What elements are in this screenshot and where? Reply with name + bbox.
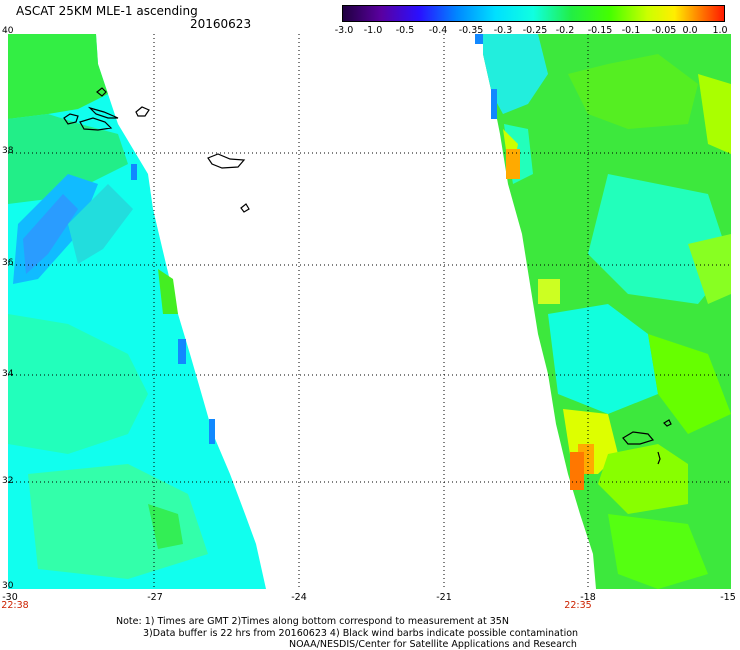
colorbar-label: -0.4 <box>428 25 448 36</box>
colorbar-label: 1.0 <box>712 25 728 36</box>
product-title: ASCAT 25KM MLE-1 ascending <box>16 4 198 18</box>
time-label-west: 22:38 <box>1 600 29 611</box>
lon-label: -15 <box>720 592 736 603</box>
colorbar-label: -1.0 <box>363 25 383 36</box>
east-swath <box>475 34 731 589</box>
lon-label: -27 <box>147 592 163 603</box>
colorbar-label: -0.3 <box>493 25 513 36</box>
west-swath <box>8 34 266 589</box>
note-line-3: NOAA/NESDIS/Center for Satellite Applica… <box>289 639 577 650</box>
colorbar-label: -0.5 <box>395 25 415 36</box>
lat-label: 38 <box>2 146 14 156</box>
product-date: 20160623 <box>190 17 252 31</box>
lat-label: 36 <box>2 258 14 268</box>
lon-label: -21 <box>436 592 452 603</box>
colorbar-label: -0.2 <box>555 25 575 36</box>
lon-label: -24 <box>291 592 307 603</box>
colorbar-label: 0.0 <box>682 25 698 36</box>
colorbar-label: -0.05 <box>651 25 677 36</box>
colorbar <box>342 5 725 22</box>
lon-label: -30 <box>2 592 18 603</box>
island-outlines <box>63 87 672 465</box>
colorbar-label: -0.1 <box>621 25 641 36</box>
lat-label: 32 <box>2 476 14 486</box>
colorbar-label: -0.25 <box>522 25 548 36</box>
time-label-east: 22:35 <box>564 600 592 611</box>
wind-speed-map <box>8 34 731 589</box>
colorbar-label: -0.15 <box>587 25 613 36</box>
lat-label: 30 <box>2 581 14 591</box>
colorbar-label: -3.0 <box>334 25 354 36</box>
note-line-2: 3)Data buffer is 22 hrs from 20160623 4)… <box>143 628 579 639</box>
colorbar-label: -0.35 <box>458 25 484 36</box>
lat-label: 34 <box>2 369 14 379</box>
lat-label: 40 <box>2 26 14 36</box>
graticule <box>8 34 731 589</box>
note-line-1: Note: 1) Times are GMT 2)Times along bot… <box>116 616 509 627</box>
lon-label: -18 <box>580 592 596 603</box>
